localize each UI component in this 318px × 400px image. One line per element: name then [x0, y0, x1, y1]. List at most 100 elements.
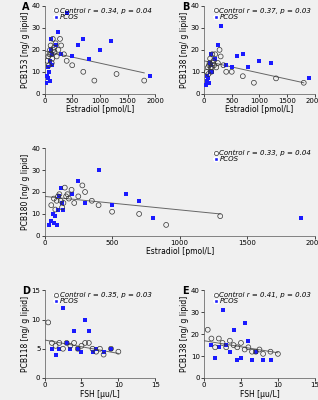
Point — [206, 71, 211, 77]
Point — [235, 344, 240, 350]
X-axis label: Estradiol [pmol/L]: Estradiol [pmol/L] — [225, 105, 294, 114]
Point — [59, 51, 64, 58]
Legend: Control r = 0.41, p = 0.03, PCOS: Control r = 0.41, p = 0.03, PCOS — [214, 292, 311, 304]
Point — [114, 71, 119, 77]
Point — [53, 343, 58, 349]
Point — [90, 346, 95, 352]
Point — [215, 60, 220, 66]
Point — [110, 208, 115, 215]
Point — [69, 191, 74, 197]
Point — [68, 346, 73, 352]
Point — [44, 80, 49, 86]
Point — [207, 60, 212, 66]
X-axis label: Estradiol [pmol/L]: Estradiol [pmol/L] — [146, 248, 214, 256]
X-axis label: FSH [µu/L]: FSH [µu/L] — [80, 390, 120, 398]
Point — [253, 348, 258, 355]
Point — [307, 75, 312, 82]
Point — [218, 53, 223, 60]
Point — [90, 348, 95, 355]
Point — [61, 206, 66, 213]
Point — [68, 343, 73, 349]
Point — [58, 184, 63, 191]
Point — [208, 56, 213, 62]
Y-axis label: PCB118 [ng/ g lipid]: PCB118 [ng/ g lipid] — [21, 296, 30, 372]
Point — [212, 56, 218, 62]
Point — [72, 328, 77, 334]
Point — [61, 200, 66, 206]
Point — [49, 51, 54, 58]
Point — [59, 204, 65, 210]
Point — [108, 346, 114, 352]
Point — [212, 51, 218, 58]
Point — [210, 51, 215, 58]
Point — [60, 346, 66, 352]
Point — [80, 182, 85, 189]
Point — [56, 206, 61, 213]
Point — [47, 47, 52, 53]
Point — [46, 69, 52, 75]
Point — [57, 193, 62, 200]
Point — [46, 62, 52, 68]
Point — [79, 348, 84, 355]
Point — [207, 69, 212, 75]
Point — [206, 62, 211, 68]
Point — [209, 69, 214, 75]
Point — [218, 213, 223, 219]
Point — [49, 51, 54, 58]
Point — [72, 200, 77, 206]
Point — [54, 53, 59, 60]
Point — [94, 346, 99, 352]
Point — [49, 217, 54, 224]
Point — [59, 42, 64, 49]
Point — [204, 69, 209, 75]
Point — [211, 58, 216, 64]
Point — [57, 340, 62, 346]
Point — [257, 58, 262, 64]
Point — [47, 51, 52, 58]
Point — [204, 77, 209, 84]
Point — [208, 51, 213, 58]
Point — [75, 346, 80, 352]
Point — [215, 42, 220, 49]
Y-axis label: PCB153 [ng/ g lipid]: PCB153 [ng/ g lipid] — [21, 12, 30, 88]
Legend: Control r = 0.33, p = 0.04, PCOS: Control r = 0.33, p = 0.04, PCOS — [214, 150, 311, 162]
Point — [64, 340, 69, 346]
Point — [52, 49, 57, 55]
Point — [46, 53, 51, 60]
Point — [94, 348, 99, 355]
Point — [64, 58, 69, 64]
Point — [101, 352, 106, 358]
Point — [227, 338, 232, 344]
Point — [59, 200, 65, 206]
Point — [57, 191, 62, 197]
Point — [45, 64, 50, 71]
Point — [52, 195, 57, 202]
Point — [211, 60, 216, 66]
Point — [56, 193, 61, 200]
Point — [137, 198, 142, 204]
Point — [211, 62, 217, 68]
Point — [235, 53, 240, 60]
Point — [83, 189, 88, 195]
Point — [209, 69, 214, 75]
Point — [86, 56, 91, 62]
Point — [76, 193, 81, 200]
Point — [229, 69, 234, 75]
Point — [227, 348, 232, 355]
Text: B: B — [182, 2, 189, 12]
Point — [60, 305, 66, 311]
Point — [253, 348, 258, 355]
Point — [238, 340, 244, 346]
Point — [58, 36, 63, 42]
Point — [54, 198, 59, 204]
Point — [268, 348, 273, 355]
Point — [58, 198, 63, 204]
Point — [206, 75, 211, 82]
Point — [235, 357, 240, 364]
Point — [50, 211, 55, 217]
X-axis label: Estradiol [pmol/L]: Estradiol [pmol/L] — [66, 105, 134, 114]
Point — [301, 80, 306, 86]
Point — [150, 215, 155, 222]
Point — [260, 351, 266, 357]
Point — [49, 346, 54, 352]
